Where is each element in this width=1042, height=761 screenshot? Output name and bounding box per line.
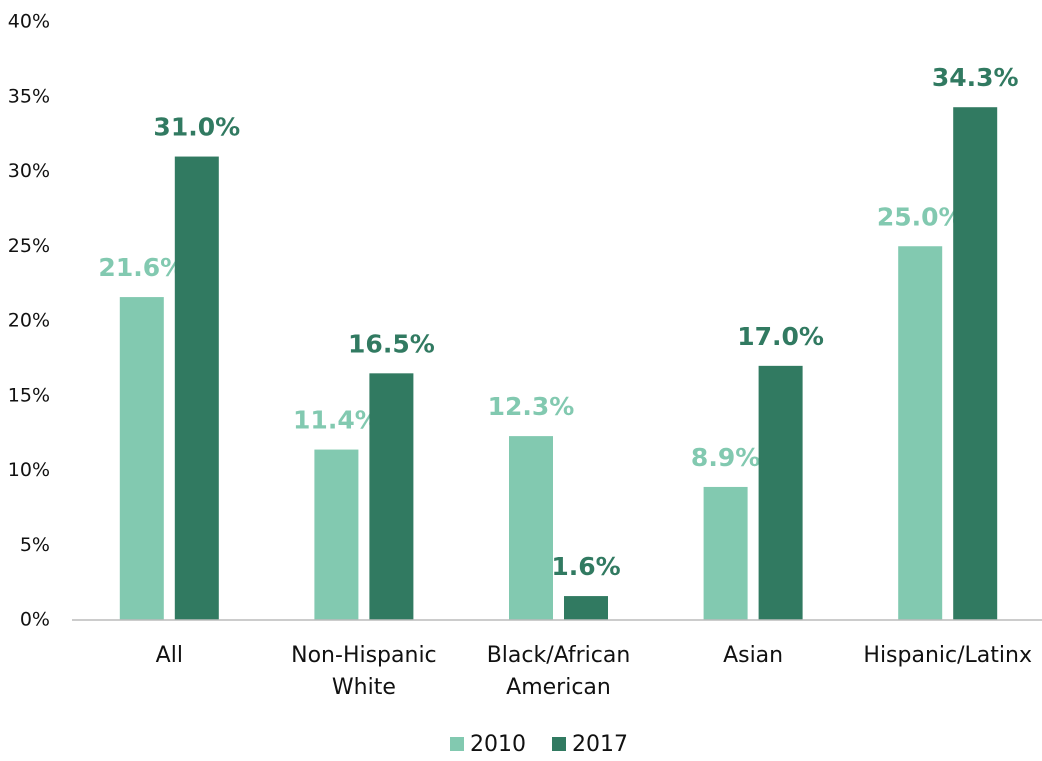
y-tick-label: 10% [8,459,50,481]
bar [314,449,359,620]
y-tick-label: 30% [8,160,50,182]
bar [369,373,414,620]
value-label: 21.6% [98,253,185,282]
legend-label: 2017 [572,732,628,757]
value-label: 8.9% [691,443,760,472]
value-label: 25.0% [877,202,964,231]
bar [898,246,943,620]
bar [174,156,219,621]
y-tick-label: 35% [8,85,50,107]
value-label: 11.4% [293,406,380,435]
y-tick-label: 5% [20,534,50,556]
bar [119,297,164,620]
legend-swatch [552,737,566,751]
x-tick-label: Asian [723,643,783,668]
value-label: 34.3% [932,63,1019,92]
legend-label: 2010 [470,732,526,757]
value-label: 12.3% [488,392,575,421]
x-tick-label: Black/African American [487,643,631,700]
bar [703,486,748,620]
y-tick-label: 0% [20,609,50,631]
bar [564,596,608,620]
value-label: 17.0% [737,322,824,351]
y-tick-label: 40% [8,11,50,33]
bar [758,365,803,620]
bar [509,436,553,620]
value-label: 16.5% [348,329,435,358]
value-label: 31.0% [153,113,240,142]
x-tick-label: All [156,643,183,668]
value-label: 1.6% [551,552,620,581]
y-tick-label: 15% [8,384,50,406]
x-tick-label: Non-Hispanic White [291,643,437,700]
y-tick-label: 20% [8,310,50,332]
bar [953,107,998,621]
x-tick-label: Hispanic/Latinx [863,643,1032,668]
legend-swatch [450,737,464,751]
y-tick-label: 25% [8,235,50,257]
